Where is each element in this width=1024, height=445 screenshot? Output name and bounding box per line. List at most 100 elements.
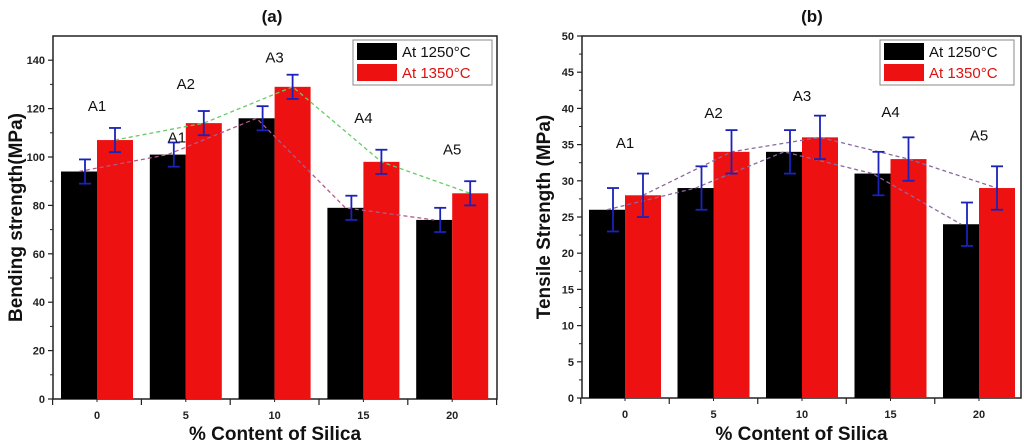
x-tick-label: 0 [622,409,628,421]
x-axis-label: % Content of Silica [189,424,362,445]
y-axis-label: Bending strength(MPa) [6,113,27,322]
sample-label: A2 [704,105,722,122]
bar-1250 [766,151,802,398]
error-bar [637,172,649,218]
chart-panel-b: (b) 0 5 10 15 20 25 30 35 40 45 50 0 5 10 15 20 % Content… [534,7,1022,445]
bar-1350 [363,161,400,399]
chart-title: (a) [262,7,283,26]
error-bar [167,141,180,168]
y-tick-label: 120 [27,104,45,116]
y-tick-label: 20 [33,346,45,358]
bar-1250 [589,209,625,398]
bar-1350 [452,193,489,399]
x-tick-label: 10 [796,409,808,421]
x-tick-label: 10 [268,410,280,422]
trend-line [606,151,962,225]
error-bar [961,201,973,247]
y-tick-label: 140 [27,55,45,67]
chart-panel-a: (a) 0 20 40 60 80 100 120 140 0 5 10 15 20 % Content o… [6,7,498,445]
y-tick-label: 50 [562,31,574,43]
error-bar [784,129,796,175]
sample-label: A3 [265,50,283,67]
y-tick-label: 60 [33,249,45,261]
y-tick-label: 5 [568,357,574,369]
sample-label: A5 [443,142,461,159]
bar-1250 [943,224,979,398]
bar-1250 [149,154,186,399]
bar-1350 [97,140,133,399]
sample-label: A5 [970,127,988,144]
legend-swatch [884,64,924,81]
bar-1250 [677,188,714,398]
y-tick-label: 10 [562,321,574,333]
error-bar [991,165,1003,211]
bar-1350 [713,151,750,398]
legend: At 1250°C At 1350°C [879,39,1015,86]
bar-1350 [274,86,311,399]
x-tick-label: 20 [446,410,458,422]
error-bar [197,110,210,137]
sample-label: A1 [168,129,186,146]
error-bar [434,206,447,233]
x-tick-label: 15 [357,410,369,422]
bar-1350 [802,137,838,399]
error-bar [345,194,358,221]
x-tick-label: 5 [710,409,716,421]
bar-1350 [625,195,661,398]
y-axis-label: Tensile Strength (MPa) [534,115,555,319]
error-bar [79,158,91,185]
bar-1250 [61,171,97,399]
bar-1250 [416,219,453,399]
bar-1250 [238,118,275,399]
bar-1350 [185,123,222,400]
bar-1250 [854,173,891,398]
error-bar [464,180,477,207]
bar-1350 [979,188,1015,398]
error-bar [286,73,299,100]
legend-label: At 1350°C [929,65,998,82]
error-bar [725,129,738,175]
bar-1350 [890,159,927,398]
error-bar [109,127,121,154]
x-tick-label: 0 [94,410,100,422]
y-tick-label: 40 [562,103,574,115]
error-bar [814,114,826,160]
legend-swatch [357,43,397,60]
sample-label: A4 [354,110,372,127]
bar-1250 [327,207,364,399]
error-bar [872,150,885,197]
x-axis-label: % Content of Silica [715,424,888,445]
sample-label: A1 [616,135,634,152]
y-tick-label: 100 [27,152,45,164]
legend-label: At 1250°C [929,44,998,61]
x-tick-label: 20 [973,409,985,421]
legend-swatch [357,64,397,81]
sample-label: A4 [881,104,899,121]
y-tick-label: 25 [562,212,574,224]
y-tick-label: 20 [562,248,574,260]
x-tick-label: 5 [183,410,189,422]
y-tick-label: 80 [33,200,45,212]
error-bar [256,105,269,132]
legend-swatch [884,43,924,60]
error-bar [902,136,915,182]
x-tick-label: 15 [884,409,896,421]
y-tick-label: 15 [562,284,574,296]
error-bar [695,165,708,211]
chart-title: (b) [801,7,823,26]
error-bar [375,148,388,175]
legend: At 1250°C At 1350°C [352,39,493,86]
y-tick-label: 40 [33,297,45,309]
y-tick-label: 35 [562,140,574,152]
sample-label: A1 [88,98,106,115]
sample-label: A2 [177,76,195,93]
y-tick-label: 0 [39,394,45,406]
y-tick-label: 45 [562,67,574,79]
legend-label: At 1350°C [402,65,471,82]
y-tick-label: 0 [568,393,574,405]
legend-label: At 1250°C [402,44,471,61]
sample-label: A3 [793,88,811,105]
error-bar [607,187,619,233]
y-tick-label: 30 [562,176,574,188]
